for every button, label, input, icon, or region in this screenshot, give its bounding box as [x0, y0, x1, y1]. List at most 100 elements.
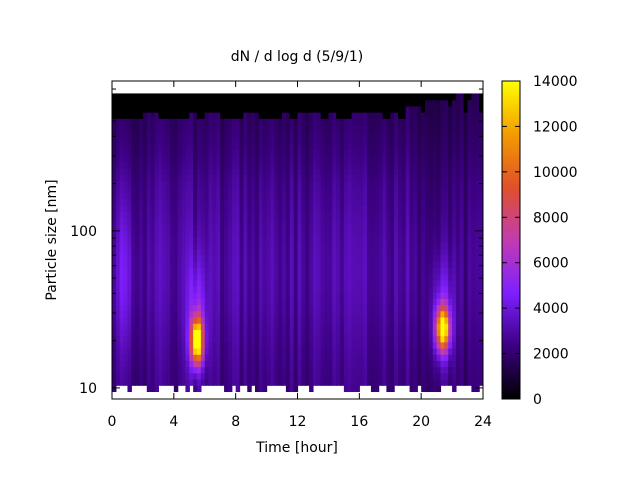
heatmap-cell	[336, 304, 341, 312]
heatmap-cell	[220, 223, 225, 231]
heatmap-cell	[336, 112, 341, 119]
heatmap-cell	[181, 118, 187, 126]
heatmap-cell	[262, 242, 268, 250]
heatmap-cell	[378, 372, 384, 380]
heatmap-cell	[162, 105, 167, 113]
heatmap-cell	[471, 192, 476, 200]
heatmap-cell	[285, 385, 291, 393]
heatmap-cell	[332, 354, 337, 361]
heatmap-cell	[440, 136, 445, 144]
heatmap-cell	[154, 105, 159, 113]
heatmap-cell	[305, 99, 310, 107]
heatmap-cell	[459, 366, 465, 374]
heatmap-cell	[309, 347, 314, 355]
heatmap-cell	[185, 372, 190, 380]
heatmap-cell	[185, 180, 190, 188]
heatmap-cell	[409, 285, 415, 293]
heatmap-cell	[475, 192, 480, 200]
heatmap-cell	[278, 341, 283, 349]
heatmap-cell	[189, 217, 194, 225]
heatmap-cell	[425, 335, 430, 343]
heatmap-cell	[289, 124, 295, 132]
heatmap-cell	[139, 99, 144, 107]
heatmap-cell	[243, 99, 248, 107]
heatmap-cell	[444, 180, 449, 188]
heatmap-cell	[166, 223, 171, 231]
heatmap-cell	[181, 316, 187, 324]
heatmap-cell	[475, 198, 480, 206]
heatmap-cell	[115, 310, 121, 318]
heatmap-cell	[235, 323, 241, 330]
heatmap-cell	[382, 223, 387, 231]
heatmap-cell	[208, 223, 214, 231]
heatmap-cell	[204, 254, 210, 262]
heatmap-cell	[374, 217, 380, 225]
heatmap-cell	[320, 149, 326, 157]
heatmap-cell	[181, 360, 187, 368]
heatmap-cell	[293, 180, 299, 188]
heatmap-cell	[332, 248, 337, 256]
heatmap-cell	[386, 310, 391, 318]
heatmap-cell	[324, 366, 330, 374]
heatmap-cell	[127, 198, 132, 206]
heatmap-cell	[409, 379, 415, 386]
heatmap-cell	[274, 93, 279, 101]
heatmap-cell	[409, 310, 415, 318]
heatmap-cell	[227, 186, 233, 194]
heatmap-cell	[243, 279, 248, 287]
heatmap-cell	[340, 93, 345, 101]
heatmap-cell	[119, 310, 125, 318]
heatmap-cell	[158, 149, 163, 157]
heatmap-cell	[131, 316, 136, 324]
heatmap-cell	[297, 366, 302, 374]
heatmap-cell	[158, 130, 163, 138]
heatmap-cell	[270, 124, 275, 132]
heatmap-cell	[115, 366, 121, 374]
heatmap-cell	[274, 130, 279, 138]
heatmap-cell	[289, 192, 295, 200]
heatmap-cell	[386, 167, 391, 175]
heatmap-cell	[293, 105, 299, 113]
heatmap-cell	[328, 130, 333, 138]
heatmap-cell	[382, 180, 387, 188]
heatmap-cell	[212, 347, 217, 355]
heatmap-cell	[440, 329, 445, 337]
heatmap-cell	[409, 118, 415, 126]
heatmap-cell	[131, 354, 136, 361]
heatmap-cell	[305, 304, 310, 312]
heatmap-cell	[378, 310, 384, 318]
heatmap-cell	[173, 248, 179, 256]
heatmap-cell	[336, 211, 341, 219]
heatmap-cell	[382, 198, 387, 206]
heatmap-cell	[177, 310, 183, 318]
heatmap-cell	[289, 285, 295, 293]
heatmap-cell	[421, 192, 426, 200]
heatmap-cell	[293, 292, 299, 299]
heatmap-cell	[324, 136, 330, 144]
heatmap-cell	[390, 143, 395, 150]
heatmap-cell	[162, 360, 167, 368]
heatmap-cell	[382, 310, 387, 318]
heatmap-cell	[351, 366, 357, 374]
heatmap-cell	[297, 149, 302, 157]
heatmap-cell	[374, 304, 380, 312]
heatmap-cell	[282, 99, 287, 107]
heatmap-cell	[193, 254, 198, 262]
heatmap-cell	[444, 217, 449, 225]
heatmap-cell	[382, 292, 387, 299]
heatmap-cell	[413, 267, 418, 275]
heatmap-cell	[401, 161, 407, 169]
heatmap-cell	[197, 310, 202, 318]
heatmap-cell	[343, 267, 349, 275]
heatmap-cell	[169, 261, 175, 268]
heatmap-cell	[285, 242, 291, 250]
heatmap-cell	[150, 379, 156, 386]
heatmap-cell	[417, 198, 422, 206]
heatmap-cell	[390, 341, 395, 349]
heatmap-cell	[270, 254, 275, 262]
heatmap-cell	[282, 279, 287, 287]
heatmap-cell	[413, 385, 418, 393]
heatmap-cell	[231, 149, 237, 157]
heatmap-cell	[169, 304, 175, 312]
heatmap-cell	[146, 236, 152, 244]
